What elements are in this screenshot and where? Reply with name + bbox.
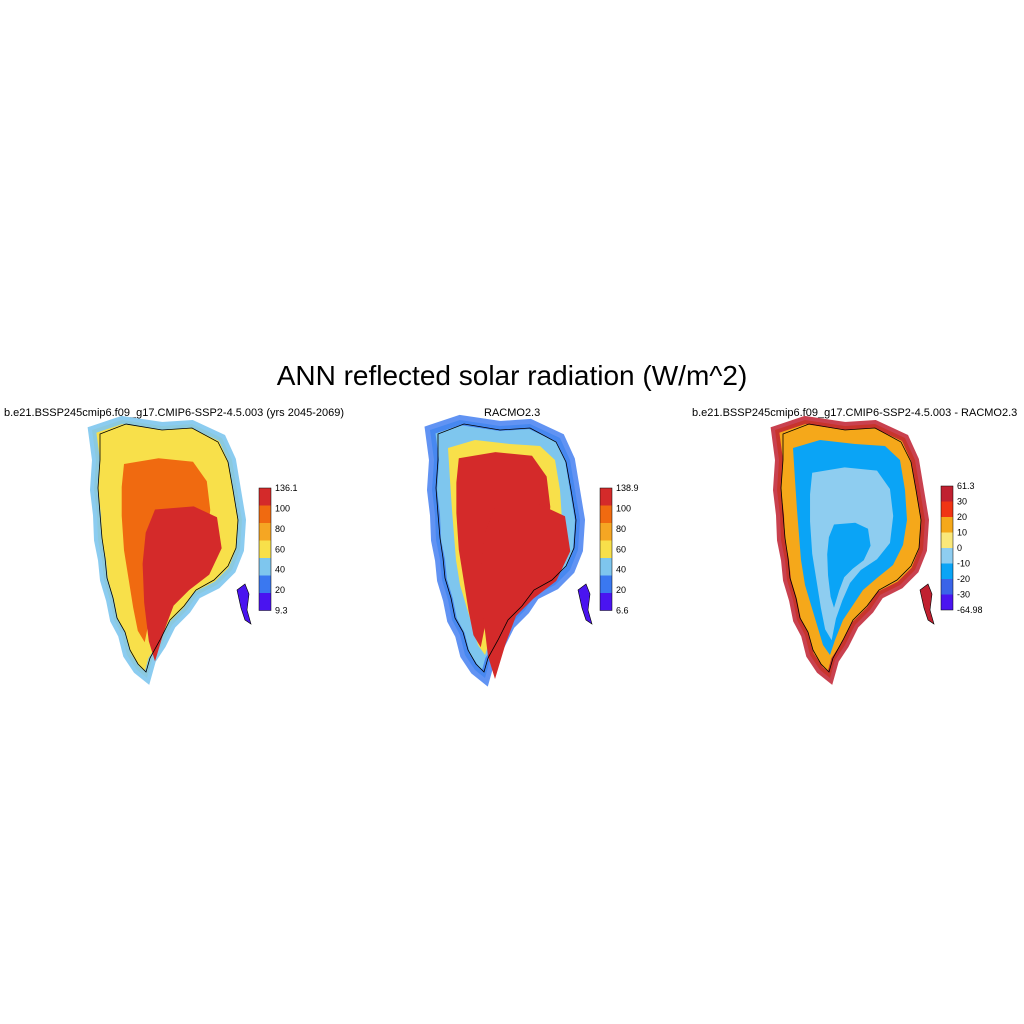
colorbar-racmo-swatch: [600, 523, 612, 541]
colorbar-diff-tick-label: 30: [957, 497, 967, 507]
colorbar-diff-tick-label: 10: [957, 528, 967, 538]
colorbar-racmo-swatch: [600, 505, 612, 523]
colorbar-model-swatch: [259, 593, 271, 611]
colorbar-racmo-tick-label: 40: [616, 565, 626, 575]
map-model: [92, 420, 252, 678]
colorbar-model-tick-label: 100: [275, 503, 290, 513]
map-diff: [775, 420, 935, 678]
colorbar-diff-tick-label: 0: [957, 543, 962, 553]
colorbar-racmo-tick-label: 20: [616, 585, 626, 595]
colorbar-diff-swatch: [941, 532, 953, 548]
colorbar-diff-tick-label: -30: [957, 590, 970, 600]
colorbar-model-swatch: [259, 505, 271, 523]
colorbar-model-tick-label: 20: [275, 585, 285, 595]
colorbar-model: 136.1 100 80 60 40 20 9.3: [258, 483, 298, 616]
colorbar-model-tick-label: 60: [275, 544, 285, 554]
colorbar-racmo: 138.9 100 80 60 40 20 6.6: [599, 483, 639, 616]
colorbar-diff-frame: [940, 485, 954, 611]
colorbar-model-frame: [258, 487, 272, 611]
colorbar-diff: 61.3 30 20 10 0 -10 -20 -30 -64.98: [940, 481, 983, 615]
colorbar-racmo-swatch: [600, 540, 612, 558]
colorbar-diff-swatch: [941, 501, 953, 517]
colorbar-diff-tick-label: -64.98: [957, 605, 983, 615]
colorbar-model-swatch: [259, 488, 271, 506]
colorbar-racmo-tick-label: 80: [616, 524, 626, 534]
panel-title-model: b.e21.BSSP245cmip6.f09_g17.CMIP6-SSP2-4.…: [4, 407, 344, 419]
colorbar-diff-swatch: [941, 486, 953, 502]
colorbar-model-swatch: [259, 575, 271, 593]
colorbar-racmo-swatch: [600, 593, 612, 611]
colorbar-diff-tick-label: 20: [957, 512, 967, 522]
colorbar-diff-swatch: [941, 579, 953, 595]
colorbar-racmo-swatch: [600, 558, 612, 576]
panel-title-diff: b.e21.BSSP245cmip6.f09_g17.CMIP6-SSP2-4.…: [692, 407, 1018, 419]
colorbar-diff-swatch: [941, 563, 953, 579]
colorbar-diff-tick-label: 61.3: [957, 481, 975, 491]
colorbar-racmo-tick-label: 6.6: [616, 606, 629, 616]
colorbar-racmo-tick-label: 138.9: [616, 483, 639, 493]
colorbar-model-tick-label: 80: [275, 524, 285, 534]
colorbar-racmo-tick-label: 60: [616, 544, 626, 554]
map-racmo: [430, 420, 593, 679]
colorbar-diff-tick-label: -20: [957, 574, 970, 584]
colorbar-diff-tick-label: -10: [957, 559, 970, 569]
colorbar-model-swatch: [259, 523, 271, 541]
colorbar-diff-swatch: [941, 594, 953, 610]
colorbar-model-tick-label: 9.3: [275, 606, 288, 616]
colorbar-racmo-frame: [599, 487, 613, 611]
colorbar-racmo-tick-label: 100: [616, 503, 631, 513]
colorbar-racmo-swatch: [600, 488, 612, 506]
colorbar-model-swatch: [259, 540, 271, 558]
colorbar-diff-swatch: [941, 548, 953, 564]
colorbar-model-tick-label: 40: [275, 565, 285, 575]
colorbar-racmo-swatch: [600, 575, 612, 593]
colorbar-model-tick-label: 136.1: [275, 483, 298, 493]
figure-title: ANN reflected solar radiation (W/m^2): [276, 360, 748, 391]
panel-title-racmo: RACMO2.3: [484, 407, 541, 419]
colorbar-model-swatch: [259, 558, 271, 576]
colorbar-diff-swatch: [941, 517, 953, 533]
